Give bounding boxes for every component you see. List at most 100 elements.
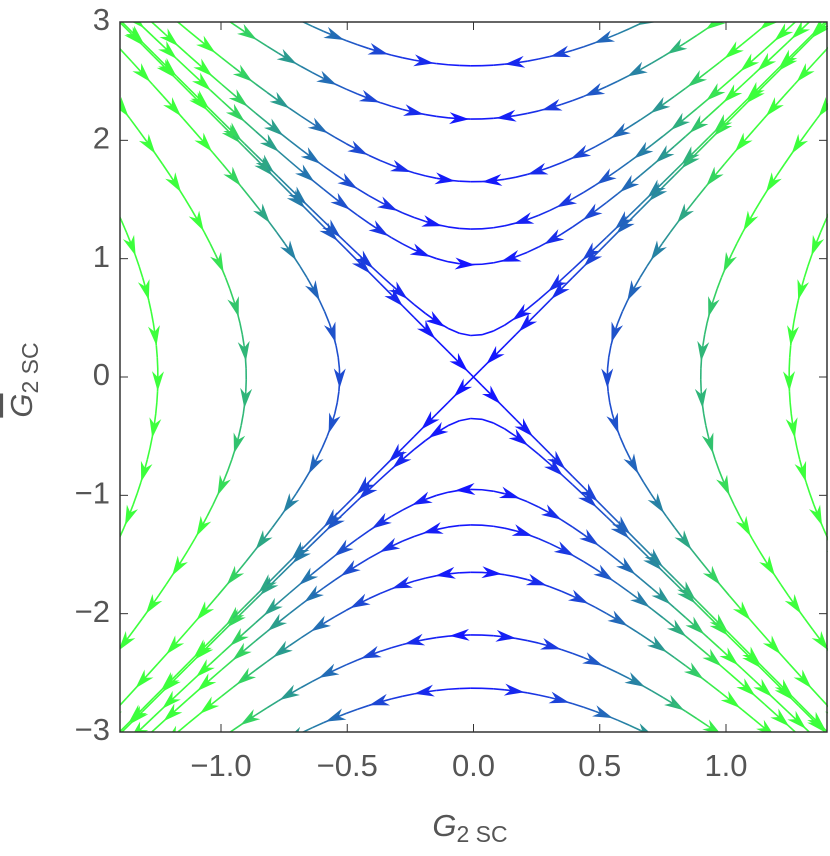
streamline-segment [324,580,335,588]
streamline-segment [787,725,798,735]
streamline-segment [505,575,516,577]
streamline-segment [149,300,151,311]
streamline-segment [448,180,459,181]
streamline-segment [237,562,246,573]
streamline-segment [278,151,289,161]
streamline-segment [391,510,402,516]
streamline-segment [640,266,647,277]
flow-arrow [813,802,830,819]
flow-arrow [106,546,120,567]
streamline-segment [810,767,821,777]
streamline-segment [296,482,303,493]
streamline-segment [312,215,323,226]
streamline-segment [459,489,470,490]
streamline-segment [471,419,482,420]
streamline-segment [154,816,165,824]
y-tick-label: −2 [75,594,110,629]
streamline-segment [810,687,820,698]
streamline-segment [572,96,583,100]
streamline-segment [719,471,724,482]
streamline-segment [301,116,312,123]
streamline-segment [643,482,650,493]
streamline-segment [19,471,21,482]
streamline-segment [12,244,15,255]
x-tick-label: −0.5 [317,748,378,783]
streamline-segment [391,208,402,213]
streamline-segment [516,174,527,177]
streamline-segment [143,27,154,38]
streamline-segment [697,719,708,727]
streamline-segment [640,684,651,690]
streamline-segment [228,459,232,470]
streamline-segment [156,346,157,357]
streamline-segment [713,289,717,300]
streamline-segment [60,209,64,220]
streamline-segment [244,121,255,131]
streamline-segment [346,660,357,665]
streamline-segment [572,219,583,227]
streamline-segment [240,323,242,334]
streamline-segment [640,112,651,120]
streamline-segment [82,278,85,289]
streamline-segment [335,238,346,249]
streamline-segment [787,48,798,59]
streamline-segment [121,107,130,118]
streamline-segment [734,505,740,516]
streamline-segment [143,697,154,708]
streamline-segment [177,762,188,771]
streamline-segment [358,705,369,709]
flow-arrow [273,641,293,657]
streamline-segment [708,683,719,692]
x-label-sub: 2 SC [456,821,507,847]
streamline-segment [290,141,301,150]
streamline-segment [482,181,493,182]
streamline-segment [425,329,436,340]
streamline-segment [742,789,753,797]
streamline-segment [256,113,267,122]
streamline-segment [789,664,799,675]
streamline-segment [153,84,163,95]
flow-arrow [75,271,87,292]
streamline-segment [765,804,776,812]
streamline-segment [527,59,538,61]
flow-arrow [7,702,24,722]
streamline-segment [493,325,504,331]
streamline-segment [131,3,142,13]
flow-arrow [637,11,658,25]
streamline-segment [572,555,583,562]
streamline-segment [808,255,812,266]
streamline-segment [595,237,606,248]
streamline-segment [199,0,210,8]
streamline-segment [178,630,188,641]
streamline-segment [64,221,68,232]
streamline-segment [561,269,572,279]
streamline-segment [810,733,821,744]
streamline-segment [720,734,731,742]
x-tick-label: 0.0 [452,748,495,783]
streamline-segment [72,244,76,255]
flow-arrow [161,6,180,23]
streamline-segment [147,664,157,675]
streamline-segment [358,558,369,565]
streamline-segment [414,218,425,222]
streamline-segment [312,723,323,728]
streamline-segment [45,175,50,186]
streamline-segment [325,312,330,323]
streamline-segment [42,573,47,584]
streamline-segment [233,24,244,32]
streamline-segment [151,312,153,323]
streamline-segment [595,607,606,613]
streamline-segment [154,54,165,65]
streamline-segment [606,716,617,721]
streamline-segment [776,775,787,784]
streamline-segment [448,421,459,426]
flow-arrow [667,39,687,55]
streamline-segment [505,528,516,531]
streamline-segment [278,593,289,603]
streamline-segment [527,641,538,644]
streamline-segment [704,414,706,425]
streamline-segment [720,12,731,20]
streamline-segment [244,641,255,650]
flow-arrow [88,409,100,430]
streamline-segment [290,638,301,646]
